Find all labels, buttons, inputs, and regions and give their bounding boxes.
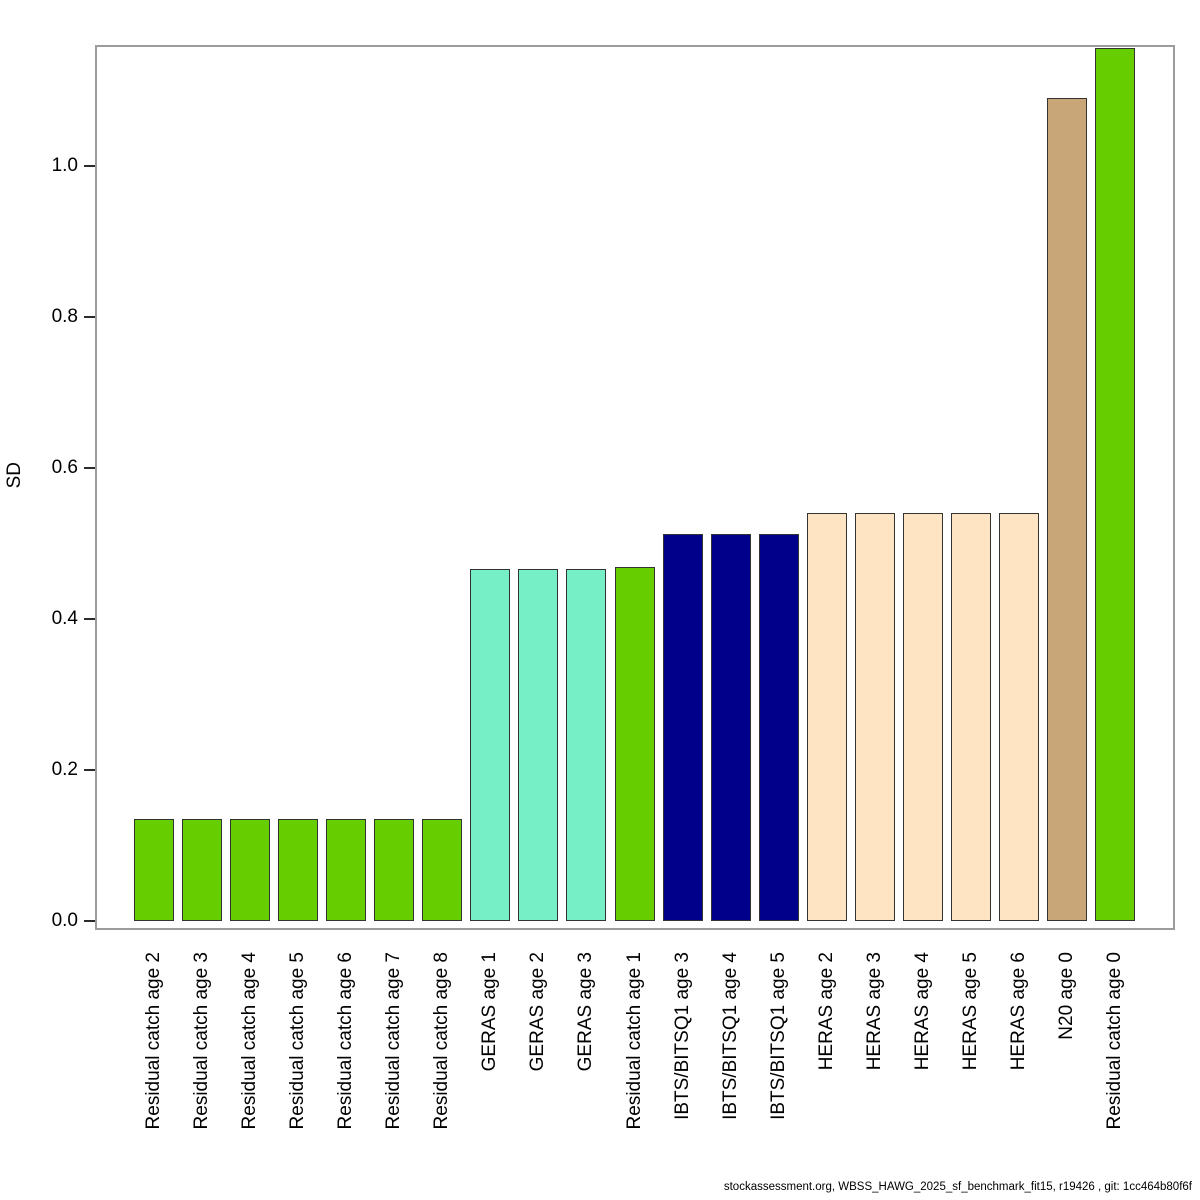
bar-geras-age-3 (566, 569, 607, 921)
x-tick-label: Residual catch age 0 (1104, 952, 1125, 1130)
bar-residual-catch-age-1 (614, 566, 655, 921)
bar-ibts-bitsq1-age-3 (662, 533, 703, 921)
bar-residual-catch-age-3 (182, 819, 223, 921)
y-tick-label: 1.0 (51, 155, 78, 176)
x-tick-label: Residual catch age 6 (335, 952, 357, 1130)
y-tick (84, 165, 95, 167)
y-tick (84, 920, 95, 922)
x-tick-label: Residual catch age 1 (623, 952, 645, 1130)
x-tick-label: HERAS age 2 (815, 952, 837, 1071)
x-tick-label: Residual catch age 3 (191, 952, 213, 1130)
x-tick-label: HERAS age 5 (959, 952, 981, 1071)
y-tick (84, 316, 95, 318)
x-tick-label: IBTS/BITSQ1 age 3 (671, 952, 693, 1120)
bar-residual-catch-age-5 (278, 819, 319, 921)
x-tick-label: Residual catch age 2 (143, 952, 164, 1130)
bar-residual-catch-age-0 (1095, 48, 1135, 921)
bar-residual-catch-age-2 (134, 819, 174, 921)
x-tick-label: HERAS age 4 (911, 952, 933, 1071)
y-tick (84, 769, 95, 771)
bar-geras-age-2 (518, 569, 559, 921)
bar-heras-age-2 (806, 513, 847, 921)
bar-n20-age-0 (1046, 98, 1087, 921)
x-tick-label: Residual catch age 4 (239, 952, 261, 1130)
x-tick-label: N20 age 0 (1055, 952, 1077, 1040)
y-tick (84, 618, 95, 620)
x-tick-label: IBTS/BITSQ1 age 5 (767, 952, 789, 1120)
bar-heras-age-4 (902, 513, 943, 921)
x-tick-label: HERAS age 6 (1007, 952, 1029, 1071)
y-tick-label: 0.6 (51, 457, 78, 478)
x-tick-label: GERAS age 1 (479, 952, 501, 1072)
bar-residual-catch-age-8 (422, 819, 463, 921)
y-tick-label: 0.4 (51, 608, 78, 629)
bar-residual-catch-age-6 (326, 819, 367, 921)
y-tick-label: 0.0 (51, 910, 78, 931)
x-tick-label: Residual catch age 7 (383, 952, 405, 1130)
bar-heras-age-5 (950, 513, 991, 921)
bar-heras-age-3 (854, 513, 895, 921)
footer-note: stockassessment.org, WBSS_HAWG_2025_sf_b… (723, 1181, 1192, 1193)
bar-ibts-bitsq1-age-5 (758, 533, 799, 921)
x-tick-label: GERAS age 3 (575, 952, 597, 1072)
y-tick-label: 0.8 (51, 306, 78, 327)
bar-residual-catch-age-4 (230, 819, 271, 921)
bar-heras-age-6 (998, 513, 1039, 921)
y-tick-label: 0.2 (51, 759, 78, 780)
x-tick-label: HERAS age 3 (863, 952, 885, 1071)
bar-geras-age-1 (470, 569, 511, 921)
x-tick-label: GERAS age 2 (527, 952, 549, 1072)
x-tick-label: IBTS/BITSQ1 age 4 (719, 952, 741, 1120)
x-tick-label: Residual catch age 8 (431, 952, 453, 1130)
bar-ibts-bitsq1-age-4 (710, 533, 751, 921)
bar-residual-catch-age-7 (374, 819, 415, 921)
x-tick-label: Residual catch age 5 (287, 952, 309, 1130)
y-tick (84, 467, 95, 469)
